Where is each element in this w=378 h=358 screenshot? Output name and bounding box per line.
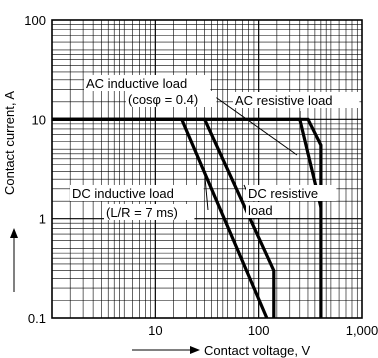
series-leader-line [213,95,298,156]
y-tick-label: 1 [39,212,46,227]
series-label-background [104,204,195,220]
x-tick-label: 1,000 [346,323,378,338]
series-label-background [126,91,217,107]
x-axis-label: Contact voltage, V [204,343,311,358]
series-labels: AC inductive load(cosφ = 0.4) AC resistiv… [70,75,360,220]
series-label: (cosφ = 0.4) [128,92,198,107]
series-label-background [70,185,204,201]
grid-lines [51,19,363,319]
series-label: AC inductive load [86,76,187,91]
y-tick-label: 0.1 [28,311,46,326]
series-curves [52,117,323,319]
x-tick-label: 100 [248,323,270,338]
series-label: AC resistive load [235,93,333,108]
series-label-background [84,75,211,91]
x-axis-arrow [132,346,200,354]
y-axis-arrow [10,228,18,292]
axis-tick-labels: 10 100 1,000 0.1 1 10 100 [24,13,378,338]
series-label: load [248,203,273,218]
series-label: DC inductive load [72,186,174,201]
y-axis-label: Contact current, A [2,91,17,195]
series-label-background [246,202,279,218]
series-label: (L/R = 7 ms) [106,205,178,220]
series-label: DC resistive [248,186,318,201]
y-tick-label: 10 [32,112,46,127]
plot-frame [51,19,363,319]
series-leader-line [204,177,209,211]
series-curve-4 [52,117,276,318]
x-tick-label: 10 [148,323,162,338]
series-label-background [233,92,360,108]
y-tick-label: 100 [24,13,46,28]
series-label-background [246,185,337,201]
